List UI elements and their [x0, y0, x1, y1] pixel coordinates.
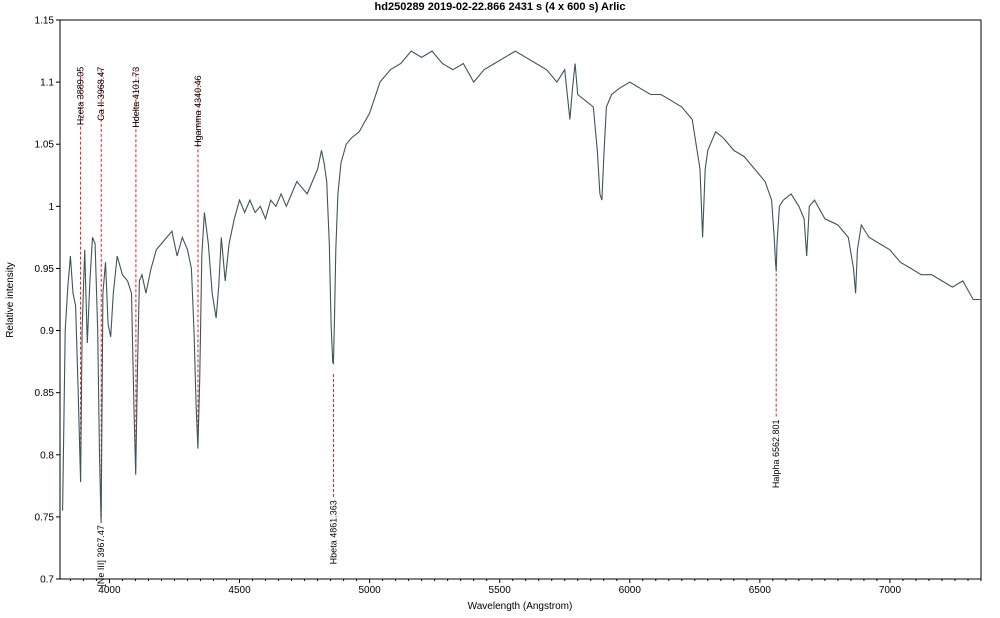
x-tick-label: 6500 [749, 585, 772, 596]
y-tick-label: 0.9 [40, 326, 54, 337]
line-marker-label: Hgamma 4340.46 [193, 75, 203, 147]
y-tick-label: 0.95 [35, 264, 55, 275]
y-tick-label: 0.8 [40, 450, 54, 461]
chart-title: hd250289 2019-02-22.866 2431 s (4 x 600 … [374, 1, 626, 13]
x-tick-label: 4000 [98, 585, 121, 596]
x-tick-label: 6000 [619, 585, 642, 596]
x-tick-label: 5000 [358, 585, 381, 596]
x-axis: 4000 4500 5000 5500 6000 6500 7000 [69, 579, 982, 596]
x-tick-label: 7000 [879, 585, 902, 596]
line-marker-label: [Ne III] 3967.47 [96, 525, 106, 587]
y-tick-label: 0.85 [35, 388, 55, 399]
x-axis-title: Wavelength (Angstrom) [468, 601, 573, 612]
y-tick-label: 1.05 [35, 140, 55, 151]
line-marker-label: Hdelta 4101.73 [131, 67, 141, 128]
line-marker-label: Halpha 6562.801 [771, 420, 781, 489]
line-marker-label: Hzeta 3889.05 [76, 67, 86, 126]
y-tick-label: 0.75 [35, 512, 55, 523]
line-marker-label: Ca II 3968.47 [96, 67, 106, 121]
y-tick-label: 1 [48, 202, 54, 213]
x-tick-label: 4500 [228, 585, 251, 596]
y-axis: 0.7 0.75 0.8 0.85 0.9 0.95 1 1.05 1.1 1.15 [35, 16, 60, 586]
line-marker-label: Hbeta 4861.363 [329, 500, 339, 564]
x-tick-label: 5500 [489, 585, 512, 596]
y-axis-title: Relative intensity [5, 262, 16, 338]
y-tick-label: 1.1 [40, 78, 54, 89]
line-markers: Hzeta 3889.05 Ca II 3968.47 Hdelta 4101.73… [76, 67, 782, 587]
y-tick-label: 0.7 [40, 575, 54, 586]
y-tick-label: 1.15 [35, 16, 55, 27]
spectrum-line [62, 50, 981, 524]
